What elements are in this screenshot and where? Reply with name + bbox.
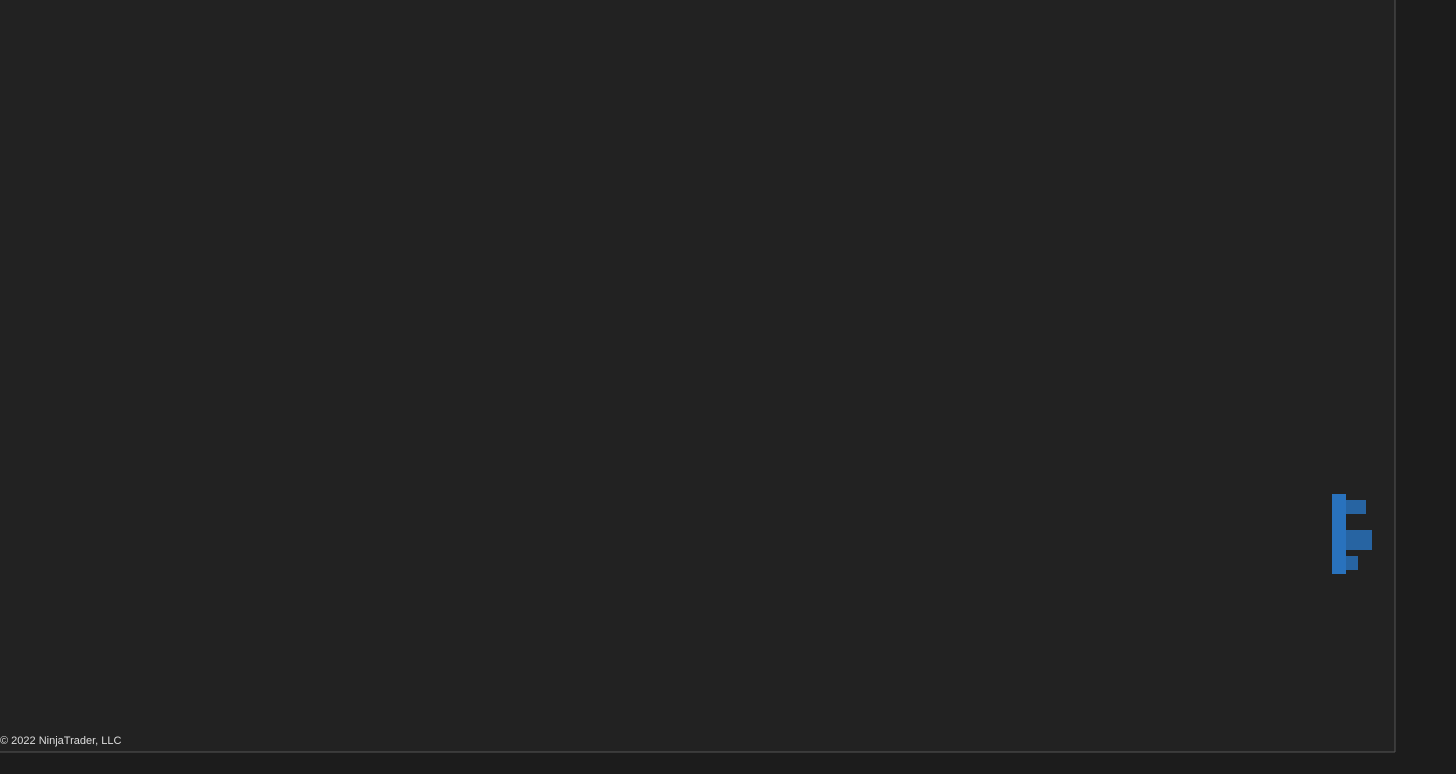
mini-profile (1332, 494, 1372, 574)
credit: © 2022 NinjaTrader, LLC (0, 735, 121, 747)
y-axis-panel (1395, 0, 1456, 774)
mini-profile-bar (1332, 494, 1346, 574)
x-axis-panel (0, 752, 1395, 774)
mini-profile-bar (1346, 500, 1366, 514)
mini-profile-bar (1346, 556, 1358, 570)
mini-profile-bar (1346, 530, 1372, 550)
